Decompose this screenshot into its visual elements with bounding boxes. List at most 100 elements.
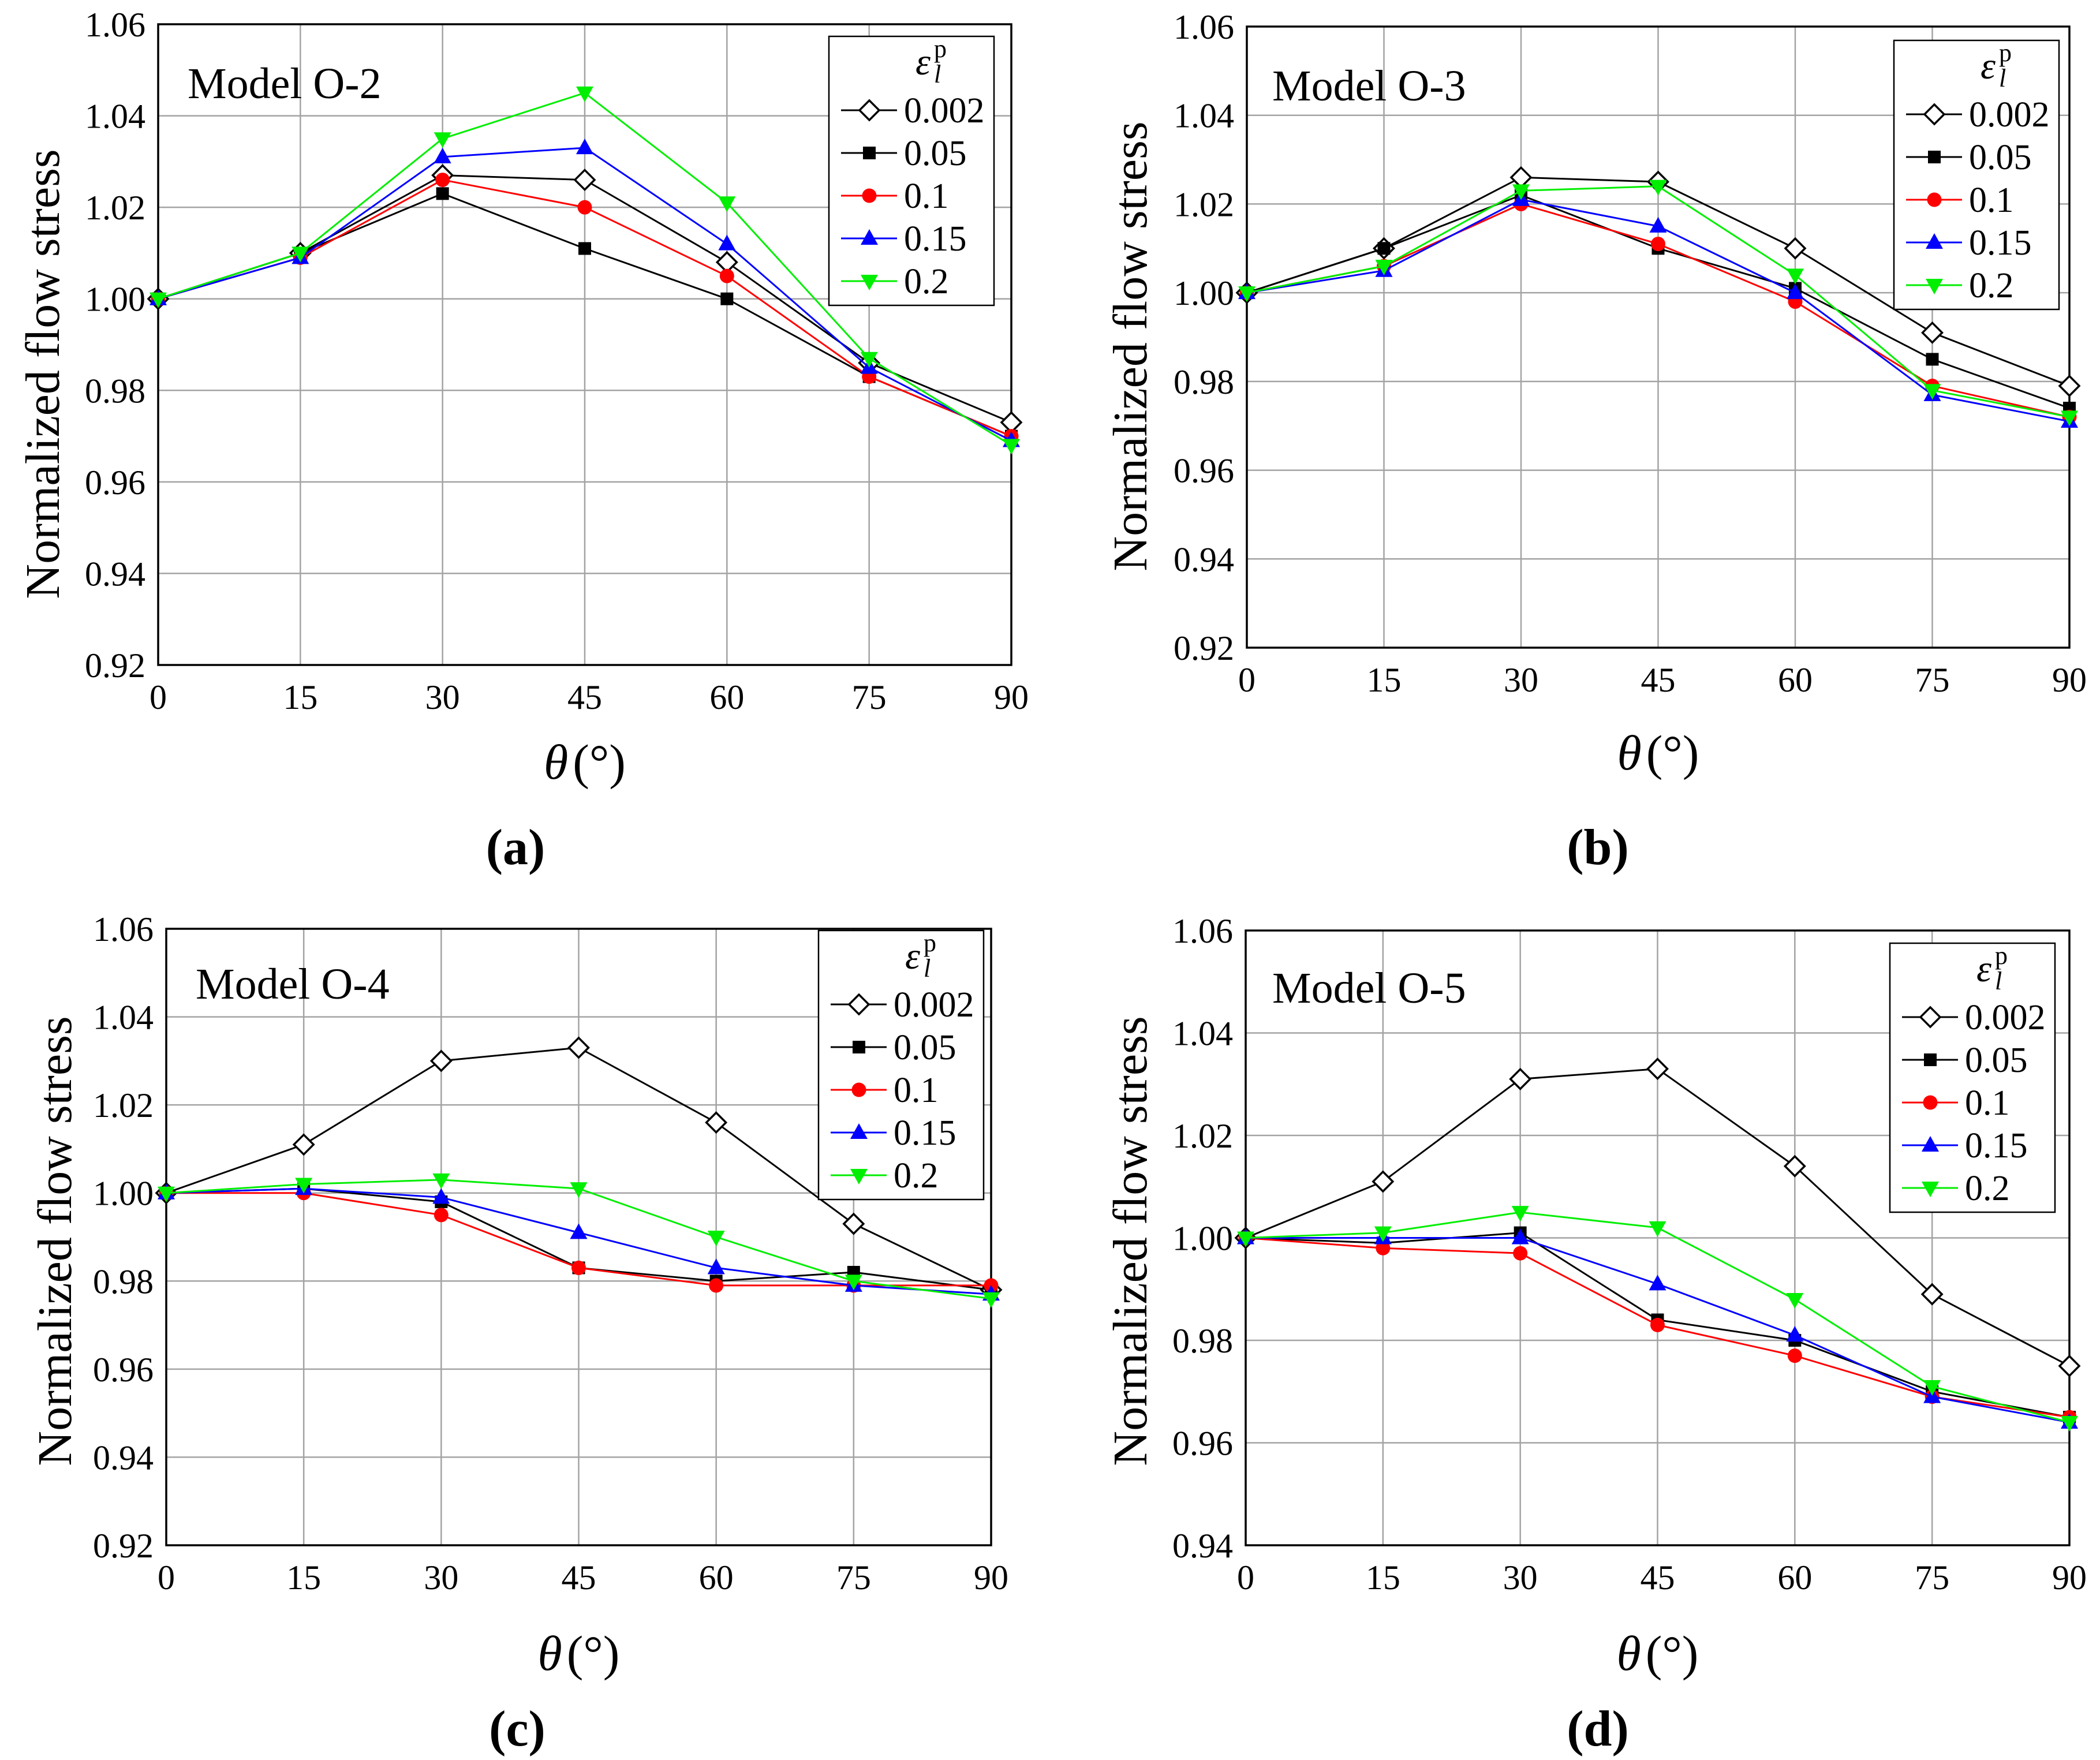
data-point-0.2-theta-30 [432, 1173, 450, 1189]
data-point-0.002-theta-75 [1920, 1283, 1944, 1306]
x-tick-label: 30 [1503, 1559, 1538, 1597]
series-0.2 [1237, 1206, 2078, 1432]
data-point-0.2-theta-60 [718, 196, 736, 212]
legend-label-0.002: 0.002 [1969, 95, 2050, 134]
legend-entry-0.1: 0.1 [831, 1071, 939, 1110]
legend-entry-0.05: 0.05 [1902, 1041, 2028, 1080]
y-tick-label: 1.04 [85, 98, 145, 136]
x-tick-label: 0 [1237, 1559, 1254, 1597]
legend-entry-0.1: 0.1 [841, 177, 949, 216]
data-point-0.2-theta-0 [1238, 286, 1255, 302]
legend-marker-0.15 [1922, 1136, 1939, 1152]
x-tick-label: 60 [699, 1559, 734, 1597]
data-point-0.2-theta-75 [845, 1275, 862, 1291]
x-tick-label: 0 [1238, 661, 1255, 699]
data-point-0.2-theta-75 [860, 352, 878, 368]
data-point-0.15-theta-30 [432, 1188, 450, 1204]
legend-marker-0.15 [850, 1123, 868, 1139]
x-axis-symbol: θ [544, 734, 568, 790]
y-tick-label: 1.04 [1174, 97, 1234, 135]
x-tick-label: 75 [1915, 661, 1950, 699]
legend-d: ε lp 0.002 0.050.10.15 0.2 [1889, 941, 2056, 1213]
data-point-0.002-theta-45 [567, 1036, 590, 1059]
legend-marker-0.05 [1924, 1053, 1937, 1066]
legend-label-0.1: 0.1 [894, 1071, 939, 1110]
legend-title-superscript: p [924, 929, 936, 957]
legend-label-0.1: 0.1 [904, 177, 949, 216]
data-point-0.2-theta-45 [570, 1182, 588, 1198]
x-tick-label: 0 [158, 1559, 175, 1597]
legend-title-symbol: ε [1976, 948, 1991, 990]
legend-entry-0.05: 0.05 [1906, 138, 2032, 177]
data-point-0.2-theta-45 [1649, 1221, 1666, 1237]
legend-marker-0.05 [863, 147, 876, 159]
legend-label-0.05: 0.05 [894, 1028, 956, 1067]
data-point-0.1-theta-30 [1513, 1246, 1528, 1261]
legend-entry-0.002: 0.002 [1902, 998, 2046, 1037]
y-tick-label: 1.06 [1174, 8, 1234, 46]
y-tick-label: 1.02 [1172, 1117, 1233, 1155]
legend-label-0.05: 0.05 [1969, 138, 2032, 177]
data-point-0.05-theta-30 [436, 187, 449, 200]
legend-label-0.2: 0.2 [1965, 1169, 2010, 1208]
legend-marker-0.05 [1928, 151, 1941, 163]
legend-label-0.2: 0.2 [1969, 266, 2014, 305]
x-axis-unit: (°) [573, 734, 626, 790]
series-0.2 [158, 1173, 1000, 1308]
x-tick-label: 45 [1641, 1559, 1675, 1597]
series-0.2 [1238, 180, 2078, 427]
plot-frame-a [157, 23, 1012, 666]
panel-caption: (c) [489, 1701, 545, 1757]
series-0.2 [150, 86, 1020, 455]
data-point-0.05-theta-75 [1926, 353, 1939, 366]
y-tick-label: 1.02 [1174, 185, 1234, 223]
data-point-0.1-theta-60 [1787, 1348, 1802, 1363]
legend-entry-0.05: 0.05 [841, 134, 967, 173]
legend-label-0.002: 0.002 [1965, 998, 2046, 1037]
y-tick-label: 0.98 [1174, 363, 1234, 401]
x-tick-label: 90 [2052, 661, 2087, 699]
x-tick-label: 15 [1366, 1559, 1400, 1597]
data-point-0.2-theta-0 [1237, 1231, 1254, 1247]
y-tick-label: 0.94 [85, 555, 145, 593]
legend-entry-0.15: 0.15 [841, 219, 967, 259]
model-title: Model O-5 [1272, 964, 1466, 1012]
data-point-0.2-theta-90 [2061, 1416, 2078, 1432]
data-point-0.1-theta-45 [1651, 237, 1665, 252]
legend-title-subscript: l [1995, 967, 2002, 995]
plot-frame-b [1246, 25, 2071, 649]
x-tick-label: 60 [709, 678, 744, 716]
panel-b: 0 15 30 45 60 75 90 0.92 0.94 0.96 0.98 1.00 1.02 1.0… [1104, 8, 2087, 876]
legend-label-0.2: 0.2 [904, 262, 949, 301]
x-tick-label: 45 [562, 1559, 596, 1597]
data-point-0.2-theta-60 [707, 1231, 725, 1246]
data-point-0.002-theta-60 [705, 1111, 728, 1134]
data-point-0.2-theta-45 [1649, 180, 1667, 196]
x-tick-label: 75 [836, 1559, 871, 1597]
legend-label-0.15: 0.15 [904, 219, 967, 259]
data-point-0.15-theta-60 [718, 234, 736, 251]
data-point-0.002-theta-90 [2058, 375, 2081, 398]
y-tick-label: 0.98 [1172, 1322, 1233, 1360]
y-tick-label: 1.06 [1172, 912, 1233, 950]
data-point-0.1-theta-45 [1650, 1317, 1665, 1332]
data-point-0.002-theta-60 [1784, 237, 1807, 260]
legend-label-0.1: 0.1 [1965, 1083, 2010, 1123]
data-point-0.2-theta-60 [1787, 268, 1804, 285]
data-point-0.15-theta-45 [576, 139, 593, 155]
legend-marker-0.05 [853, 1041, 865, 1053]
legend-marker-0.002 [1919, 1006, 1942, 1029]
x-tick-label: 90 [974, 1559, 1008, 1597]
y-tick-label: 0.92 [93, 1527, 154, 1565]
y-tick-label: 0.96 [85, 464, 145, 502]
legend-entry-0.15: 0.15 [831, 1113, 956, 1153]
y-axis-title: Normalized flow stress [16, 149, 70, 599]
x-axis-title: θ(°) [1617, 725, 1699, 780]
data-point-0.15-theta-45 [1649, 1275, 1666, 1291]
data-point-0.002-theta-75 [1921, 321, 1944, 344]
legend-entry-0.2: 0.2 [831, 1156, 939, 1195]
legend-marker-0.1 [1923, 1095, 1938, 1110]
y-tick-label: 1.04 [93, 999, 154, 1037]
legend-label-0.05: 0.05 [904, 134, 967, 173]
